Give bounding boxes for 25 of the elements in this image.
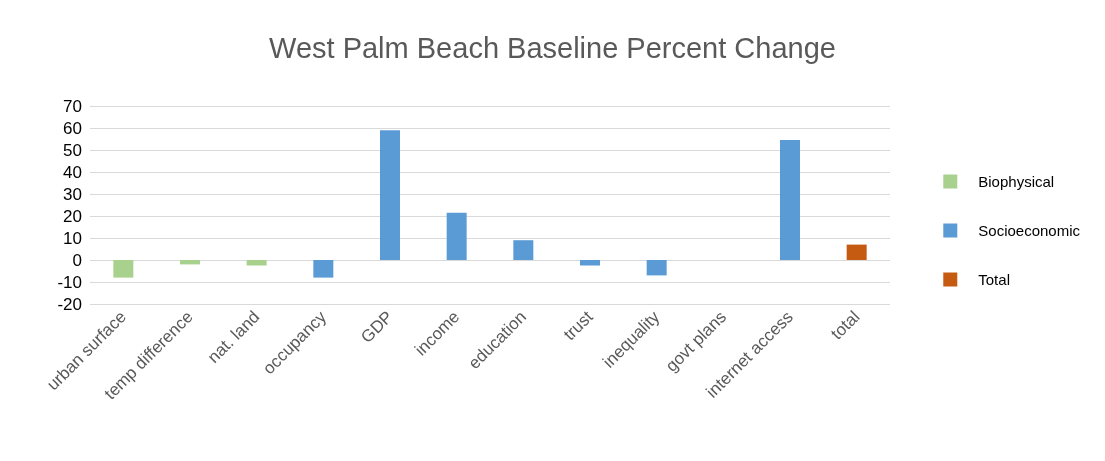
bar (246, 260, 267, 266)
bar (646, 260, 667, 276)
y-tick-label: 30 (63, 184, 82, 204)
y-tick-label: 40 (63, 162, 82, 182)
legend-label: Total (978, 271, 1010, 288)
y-tick-label: 0 (72, 250, 82, 270)
bar (513, 240, 534, 260)
bar (113, 260, 134, 278)
legend-label: Biophysical (978, 173, 1055, 190)
y-tick-label: 60 (63, 118, 82, 138)
bar (580, 260, 600, 266)
y-tick-label: 70 (63, 96, 82, 116)
bar (780, 140, 800, 260)
legend-label: Socioeconomic (978, 222, 1081, 239)
y-tick-label: 20 (63, 206, 82, 226)
bar (380, 130, 400, 260)
bar (846, 244, 867, 260)
y-tick-label: 50 (63, 140, 82, 160)
bar (446, 212, 467, 260)
y-tick-label: 10 (63, 228, 82, 248)
y-tick-label: -20 (57, 294, 82, 314)
chart-title: West Palm Beach Baseline Percent Change (269, 31, 836, 64)
bar (313, 260, 334, 278)
y-tick-label: -10 (57, 272, 82, 292)
bar (180, 260, 200, 265)
